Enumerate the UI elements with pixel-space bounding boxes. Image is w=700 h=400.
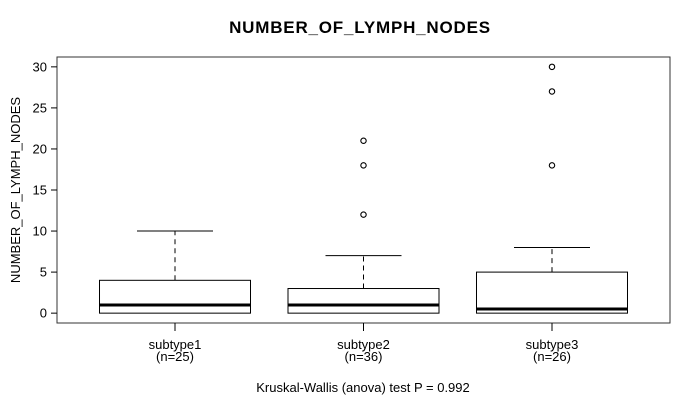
outlier-point: [548, 162, 556, 169]
y-tick-label: 0: [40, 306, 47, 321]
chart-caption: Kruskal-Wallis (anova) test P = 0.992: [256, 380, 470, 395]
outlier-point: [360, 162, 367, 169]
x-tick-label: subtype1: [149, 337, 202, 352]
box-subtype3: [475, 271, 628, 314]
outlier-point: [548, 88, 556, 95]
x-tick-sublabel: (n=36): [345, 349, 383, 364]
chart-title: NUMBER_OF_LYMPH_NODES: [229, 18, 491, 37]
y-axis-label: NUMBER_OF_LYMPH_NODES: [8, 97, 23, 283]
y-tick-label: 25: [33, 100, 47, 115]
y-tick-label: 10: [33, 224, 47, 239]
outlier-point: [360, 137, 367, 144]
y-tick-label: 15: [33, 183, 47, 198]
plot-marks: 0 5 10 15 20 25 30 subtype1(n=25) subtype2(n=36)…: [33, 59, 628, 364]
outlier-point: [360, 211, 367, 218]
outlier-point: [548, 63, 556, 71]
box-subtype1: [99, 279, 252, 314]
y-tick-label: 20: [33, 141, 47, 156]
y-tick-label: 30: [33, 59, 47, 74]
x-tick-sublabel: (n=26): [533, 349, 571, 364]
box-subtype2: [287, 288, 440, 314]
x-tick-label: subtype2: [337, 337, 390, 352]
y-tick-label: 5: [40, 265, 47, 280]
x-tick-label: subtype3: [526, 337, 579, 352]
x-tick-sublabel: (n=25): [156, 349, 194, 364]
